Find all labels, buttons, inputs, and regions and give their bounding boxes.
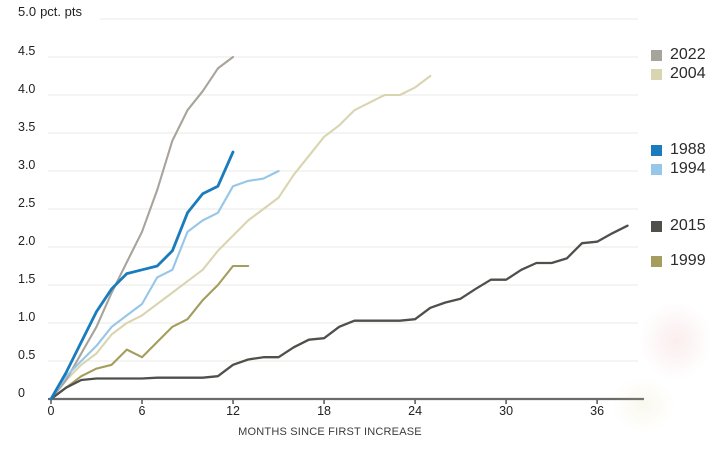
- x-tick-label: 12: [226, 404, 240, 418]
- watermark: [598, 285, 723, 445]
- y-tick-label: 1.5: [18, 272, 36, 286]
- series-line-1994: [49, 169, 280, 401]
- x-tick-label: 24: [408, 404, 423, 418]
- y-axis-top-value: 5.0: [18, 4, 37, 19]
- series-line-2004: [49, 74, 432, 401]
- series-line-1988: [49, 150, 235, 401]
- series-line-2015: [49, 224, 629, 401]
- y-tick-label: 3.5: [18, 120, 36, 134]
- x-axis-ticks: [50, 400, 598, 404]
- y-tick-label: 1.0: [18, 310, 36, 324]
- x-tick-label: 0: [47, 404, 55, 418]
- x-axis-title: MONTHS SINCE FIRST INCREASE: [238, 426, 422, 438]
- x-tick-label: 18: [317, 404, 331, 418]
- series-line-2022: [49, 55, 235, 401]
- y-tick-label: 3.0: [18, 158, 36, 172]
- x-tick-label: 30: [499, 404, 514, 418]
- gridlines: [48, 18, 638, 362]
- x-tick-label: 36: [580, 404, 614, 418]
- y-axis-unit-label: 5.0 pct. pts: [18, 4, 82, 19]
- y-tick-label: 4.0: [18, 82, 36, 96]
- y-axis-unit-text: pct. pts: [40, 4, 82, 19]
- y-tick-label: 2.0: [18, 234, 36, 248]
- y-tick-label: 0.5: [18, 348, 36, 362]
- y-tick-label: 4.5: [18, 44, 36, 58]
- y-tick-label: 2.5: [18, 196, 36, 210]
- x-tick-label: 6: [138, 404, 146, 418]
- series-line-1999: [49, 264, 250, 401]
- y-tick-label: 0: [18, 386, 25, 400]
